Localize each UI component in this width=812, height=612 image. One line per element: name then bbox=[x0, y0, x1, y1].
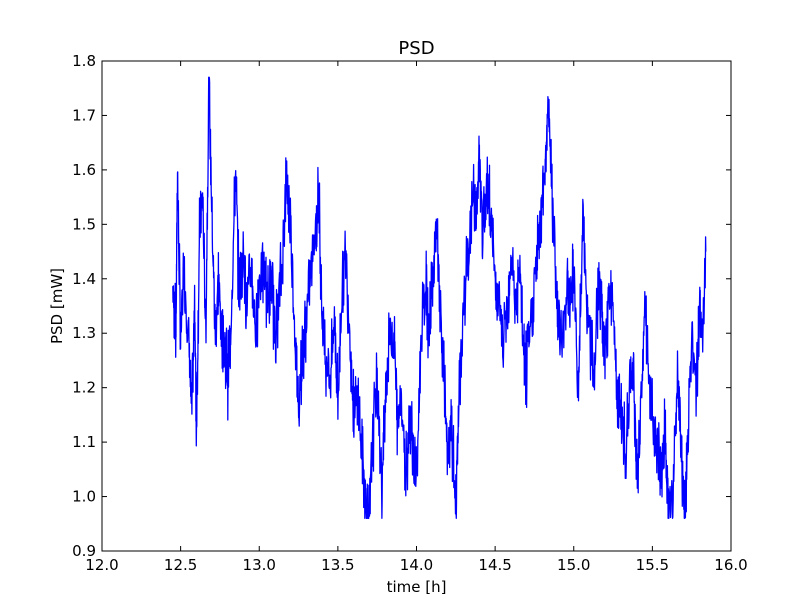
y-tick-label: 1.5 bbox=[72, 215, 96, 233]
x-tick-label: 16.0 bbox=[714, 556, 747, 574]
series-group bbox=[172, 76, 707, 519]
ticks-group: 12.0 12.5 13.0 13.5 14.0 14.5 15.0 15.5 16.0 0.9 1… bbox=[72, 52, 748, 574]
x-tick-label: 15.0 bbox=[557, 556, 590, 574]
chart-title: PSD bbox=[398, 38, 434, 59]
plot-frame bbox=[101, 60, 732, 552]
x-tick-label: 12.0 bbox=[85, 556, 118, 574]
x-tick-label: 13.5 bbox=[321, 556, 354, 574]
x-tick-label: 13.0 bbox=[243, 556, 276, 574]
x-tick-label: 15.5 bbox=[636, 556, 669, 574]
x-tick-label: 14.0 bbox=[400, 556, 433, 574]
y-tick-label: 1.2 bbox=[72, 379, 96, 397]
x-axis-label: time [h] bbox=[387, 578, 447, 596]
y-tick-label: 1.3 bbox=[72, 324, 96, 342]
y-axis-label: PSD [mW] bbox=[48, 268, 66, 344]
y-tick-label: 1.4 bbox=[72, 270, 96, 288]
y-tick-label: 0.9 bbox=[72, 542, 96, 560]
x-tick-label: 14.5 bbox=[478, 556, 511, 574]
y-tick-label: 1.0 bbox=[72, 488, 96, 506]
y-tick-label: 1.1 bbox=[72, 433, 96, 451]
psd-series-line bbox=[172, 76, 707, 519]
x-tick-label: 12.5 bbox=[164, 556, 197, 574]
y-tick-label: 1.7 bbox=[72, 106, 96, 124]
y-tick-label: 1.6 bbox=[72, 161, 96, 179]
y-tick-label: 1.8 bbox=[72, 52, 96, 70]
